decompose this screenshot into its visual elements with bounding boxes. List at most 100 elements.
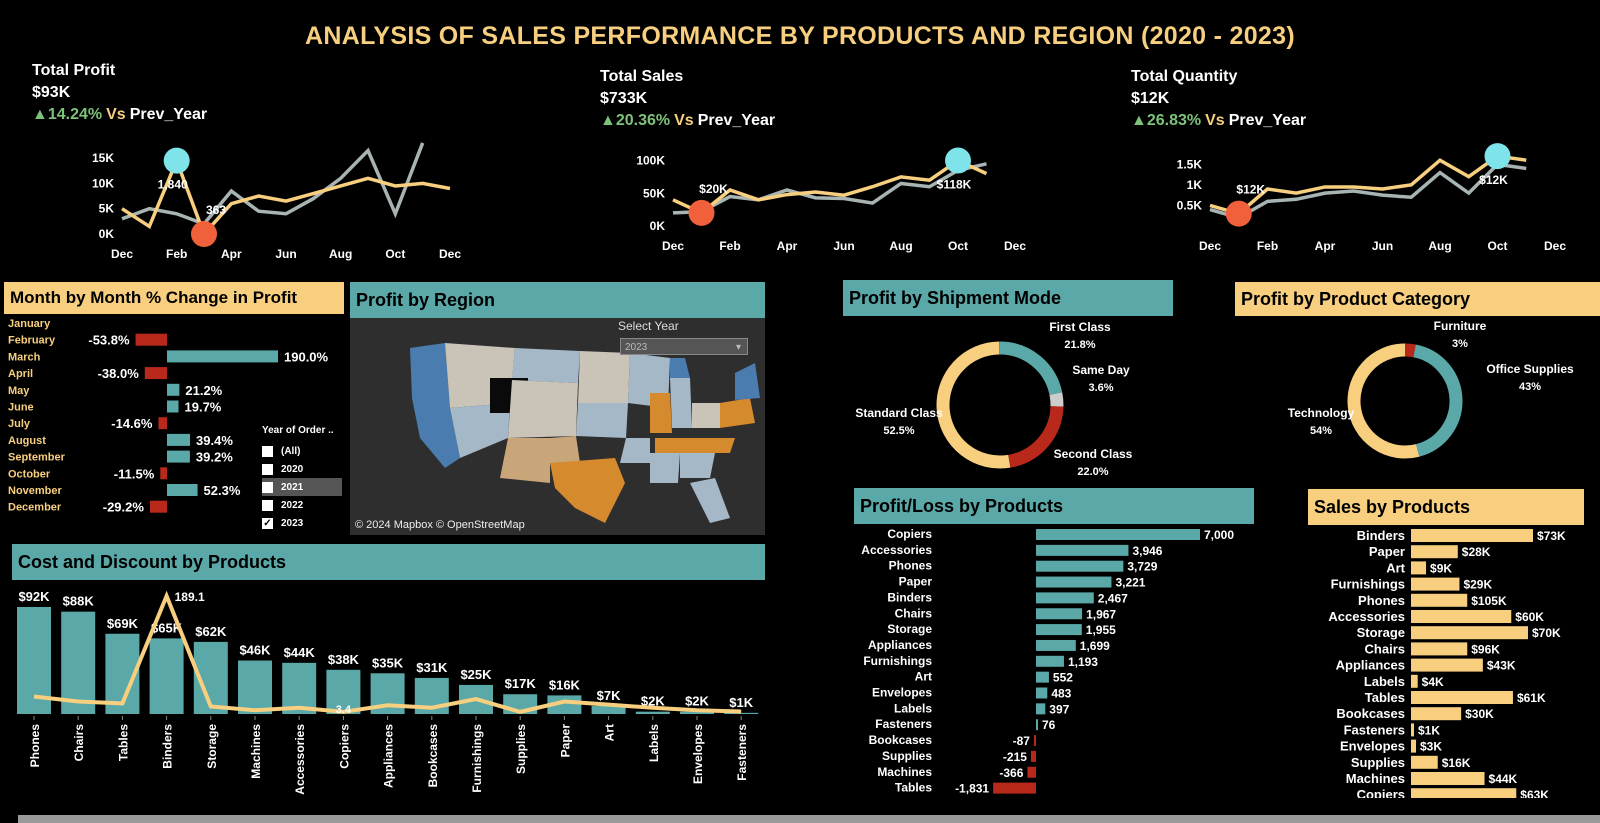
donut-slice	[1404, 343, 1416, 358]
category-donut-chart[interactable]: Furniture 3% Office Supplies 43% Technology 5…	[1275, 318, 1600, 480]
min-label: $12K	[1236, 183, 1265, 197]
x-tick-label: Apr	[1315, 239, 1336, 253]
sales-bar	[1411, 707, 1462, 721]
checkbox[interactable]: ✓	[262, 517, 273, 529]
max-label: $12K	[1479, 173, 1508, 187]
mom-value-label: -53.8%	[88, 333, 130, 348]
year-legend-item[interactable]: 2021	[262, 478, 342, 496]
cost-bar	[635, 711, 670, 714]
month-label: April	[8, 368, 33, 380]
mom-bar	[167, 450, 190, 463]
product-label: Chairs	[1365, 641, 1405, 656]
category-label: Appliances	[382, 724, 396, 788]
sales-bar	[1411, 577, 1460, 591]
product-label: Chairs	[895, 606, 933, 620]
quantity-trend-chart[interactable]: 0.5K 1K 1.5K Dec Feb Apr Jun Aug Oct Dec $12K $12K	[1150, 142, 1570, 270]
x-tick-label: Feb	[1257, 239, 1278, 253]
profit-trend-chart[interactable]: 0K 5K 10K 15K Dec Feb Apr Jun Aug Oct Dec 363 1,840	[50, 138, 470, 270]
cost-label: $16K	[549, 677, 581, 692]
cost-label: $31K	[416, 660, 448, 675]
category-label: Fasteners	[735, 724, 749, 781]
y-tick-label: 0K	[99, 227, 115, 241]
sales-by-products-chart[interactable]: Binders $73K Paper $28K Art $9K Furnishings $29…	[1300, 526, 1600, 798]
sales-bar	[1411, 691, 1513, 704]
sales-value-label: $28K	[1462, 545, 1491, 559]
year-legend-item[interactable]: ✓ 2023	[262, 514, 342, 532]
map-attribution: © 2024 Mapbox © OpenStreetMap	[355, 519, 525, 531]
cost-bar	[724, 712, 759, 714]
checkbox[interactable]	[262, 481, 273, 493]
donut-slice	[936, 341, 1011, 469]
mom-bar	[160, 467, 167, 480]
kpi-delta: ▲26.83% Vs Prev_Year	[1131, 112, 1307, 129]
cost-bar	[149, 638, 184, 714]
horizontal-scrollbar[interactable]	[18, 815, 1600, 823]
previous-year-line	[1209, 162, 1527, 220]
sales-bar	[1411, 626, 1528, 640]
category-label: Art	[603, 724, 617, 741]
sales-trend-chart[interactable]: 0K 50K 100K Dec Feb Apr Jun Aug Oct Dec $20K $118K	[615, 142, 1035, 270]
category-header: Profit by Product Category	[1235, 282, 1600, 316]
sales-value-label: $29K	[1463, 578, 1492, 592]
profit-bar	[1033, 735, 1036, 747]
select-year-label: Select Year	[618, 319, 679, 333]
sales-bar	[1411, 545, 1458, 559]
y-tick-label: 10K	[92, 176, 114, 190]
year-legend-title: Year of Order ..	[262, 425, 334, 436]
profit-value-label: 7,000	[1204, 528, 1234, 542]
slice-name: Standard Class	[855, 406, 943, 420]
checkbox[interactable]	[262, 463, 273, 475]
mom-change-chart[interactable]: January February -53.8% March 190.0% April -38…	[0, 316, 345, 521]
category-label: Accessories	[293, 724, 307, 795]
cost-discount-chart[interactable]: $92K Phones $88K Chairs $69K Tables $65K Binder…	[0, 584, 770, 812]
slice-name: Same Day	[1072, 363, 1130, 377]
mom-bar	[149, 500, 167, 513]
profit-value-label: -215	[1003, 750, 1027, 764]
year-legend-items: (All) 2020 2021 2022 ✓ 2023	[262, 442, 342, 532]
chevron-down-icon[interactable]: ▾	[735, 342, 741, 353]
cost-label: $2K	[685, 694, 709, 709]
discount-line	[33, 590, 742, 714]
sales-value-label: $16K	[1442, 756, 1471, 770]
slice-name: Second Class	[1054, 447, 1133, 461]
year-legend-item[interactable]: 2022	[262, 496, 342, 514]
profit-bar	[1036, 655, 1064, 667]
year-legend-item[interactable]: 2020	[262, 460, 342, 478]
category-label: Binders	[161, 724, 175, 769]
product-label: Bookcases	[1336, 706, 1405, 721]
profit-bar	[1036, 560, 1124, 572]
sales-bar	[1411, 723, 1414, 737]
category-label: Storage	[205, 724, 219, 769]
month-label: September	[8, 452, 66, 464]
y-tick-label: 1.5K	[1177, 157, 1203, 171]
discount-max-label: 189.1	[175, 590, 205, 604]
category-label: Supplies	[514, 724, 528, 774]
month-label: February	[8, 335, 56, 347]
mom-bar	[167, 484, 198, 496]
donut-slice	[1007, 405, 1064, 468]
product-label: Binders	[887, 590, 932, 604]
product-label: Phones	[889, 559, 933, 573]
shipment-donut-chart[interactable]: First Class 21.8% Same Day 3.6% Second Class…	[843, 318, 1193, 480]
product-label: Accessories	[1328, 609, 1405, 624]
cost-label: $2K	[641, 694, 665, 709]
max-marker	[945, 147, 971, 174]
mom-bar	[158, 417, 167, 430]
mom-value-label: 190.0%	[284, 349, 329, 364]
y-tick-label: 50K	[643, 186, 665, 200]
product-label: Paper	[1369, 544, 1405, 559]
x-tick-label: Oct	[948, 239, 968, 253]
min-marker	[688, 199, 715, 226]
cost-label: $38K	[328, 652, 360, 667]
sales-value-label: $105K	[1471, 594, 1507, 608]
year-select[interactable]: 2023 ▾	[620, 338, 748, 355]
profit-loss-chart[interactable]: Copiers 7,000 Accessories 3,946 Phones 3,729 P…	[850, 526, 1260, 798]
year-legend-item[interactable]: (All)	[262, 442, 342, 460]
previous-year-line	[121, 142, 425, 226]
checkbox[interactable]	[262, 445, 273, 457]
mom-value-label: -29.2%	[103, 500, 145, 515]
discount-min-label: 3.4	[336, 704, 352, 716]
checkbox[interactable]	[262, 499, 273, 511]
profit-bar	[1036, 671, 1049, 683]
category-label: Copiers	[337, 724, 351, 769]
